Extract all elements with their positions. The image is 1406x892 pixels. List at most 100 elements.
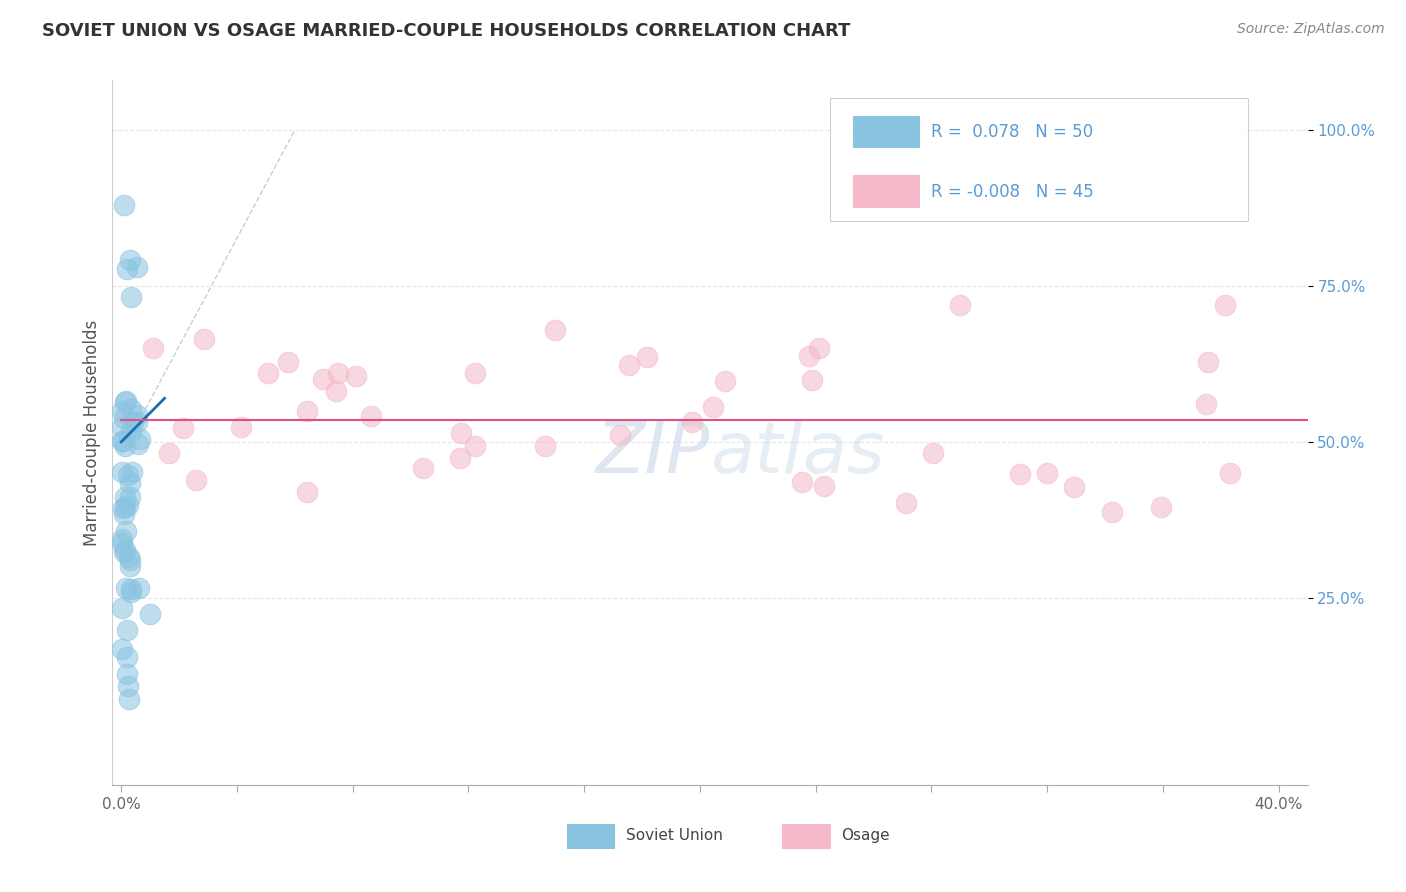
Point: [111, 641, 134, 656]
Point: [544, 323, 567, 337]
Point: [1010, 467, 1032, 481]
Point: [922, 446, 945, 460]
Point: [702, 400, 724, 414]
Point: [111, 434, 134, 449]
Point: [193, 332, 215, 346]
Point: [112, 198, 135, 212]
Point: [808, 342, 831, 356]
Point: [609, 428, 631, 442]
FancyBboxPatch shape: [830, 98, 1249, 221]
Text: R =  0.078   N = 50: R = 0.078 N = 50: [931, 123, 1094, 141]
Point: [125, 409, 148, 423]
Text: R = -0.008   N = 45: R = -0.008 N = 45: [931, 183, 1094, 201]
Point: [139, 607, 162, 621]
Point: [412, 460, 434, 475]
Point: [111, 532, 134, 546]
Point: [312, 371, 335, 385]
Point: [1219, 466, 1241, 480]
Point: [117, 679, 139, 693]
Point: [1063, 480, 1085, 494]
Point: [326, 367, 349, 381]
Point: [115, 623, 138, 637]
Point: [1101, 505, 1123, 519]
Text: atlas: atlas: [710, 419, 884, 488]
Point: [114, 500, 136, 515]
Point: [115, 581, 138, 595]
Point: [790, 475, 813, 489]
Point: [111, 420, 134, 434]
Point: [1195, 397, 1218, 411]
Point: [1150, 500, 1173, 515]
Point: [117, 498, 139, 512]
Point: [112, 411, 135, 425]
Text: SOVIET UNION VS OSAGE MARRIED-COUPLE HOUSEHOLDS CORRELATION CHART: SOVIET UNION VS OSAGE MARRIED-COUPLE HOU…: [42, 22, 851, 40]
Y-axis label: Married-couple Households: Married-couple Households: [83, 319, 101, 546]
Point: [120, 490, 142, 504]
Point: [157, 446, 180, 460]
Point: [813, 478, 835, 492]
Point: [325, 384, 347, 398]
Point: [120, 401, 142, 416]
Point: [534, 439, 557, 453]
Point: [111, 535, 134, 549]
Point: [142, 342, 165, 356]
FancyBboxPatch shape: [567, 823, 614, 848]
Point: [111, 500, 134, 515]
Point: [111, 465, 134, 479]
Point: [111, 403, 134, 417]
Point: [344, 369, 367, 384]
Point: [115, 261, 138, 276]
Text: Source: ZipAtlas.com: Source: ZipAtlas.com: [1237, 22, 1385, 37]
Point: [115, 393, 138, 408]
Point: [360, 409, 382, 423]
Point: [617, 358, 640, 372]
Point: [120, 582, 142, 596]
Point: [115, 524, 138, 538]
Point: [127, 437, 149, 451]
Point: [125, 415, 148, 429]
FancyBboxPatch shape: [853, 176, 920, 207]
Point: [120, 290, 142, 304]
Point: [112, 434, 135, 449]
Point: [800, 373, 823, 387]
Point: [295, 484, 318, 499]
Point: [128, 582, 150, 596]
Point: [127, 260, 149, 275]
Point: [121, 466, 143, 480]
FancyBboxPatch shape: [853, 115, 920, 147]
FancyBboxPatch shape: [782, 823, 830, 848]
Point: [714, 374, 737, 388]
Point: [129, 432, 152, 446]
Point: [1213, 298, 1236, 312]
Point: [449, 451, 471, 466]
Text: ZIP: ZIP: [596, 419, 710, 488]
Point: [114, 491, 136, 505]
Point: [120, 424, 142, 438]
Point: [277, 354, 299, 368]
Text: Osage: Osage: [842, 828, 890, 843]
Point: [120, 252, 142, 267]
Point: [118, 559, 141, 574]
Point: [1197, 355, 1219, 369]
Point: [114, 395, 136, 409]
Point: [114, 439, 136, 453]
Point: [118, 553, 141, 567]
Point: [111, 600, 134, 615]
Point: [450, 426, 472, 441]
Point: [797, 349, 820, 363]
Point: [636, 350, 658, 364]
Point: [117, 467, 139, 482]
Point: [295, 404, 318, 418]
Point: [1036, 466, 1059, 480]
Point: [112, 545, 135, 559]
Point: [681, 415, 703, 429]
Point: [120, 585, 142, 599]
Point: [184, 473, 207, 487]
Point: [117, 666, 139, 681]
Point: [114, 543, 136, 558]
Point: [118, 476, 141, 491]
Text: Soviet Union: Soviet Union: [627, 828, 723, 843]
Point: [894, 496, 917, 510]
Point: [257, 366, 280, 380]
Point: [121, 415, 143, 429]
